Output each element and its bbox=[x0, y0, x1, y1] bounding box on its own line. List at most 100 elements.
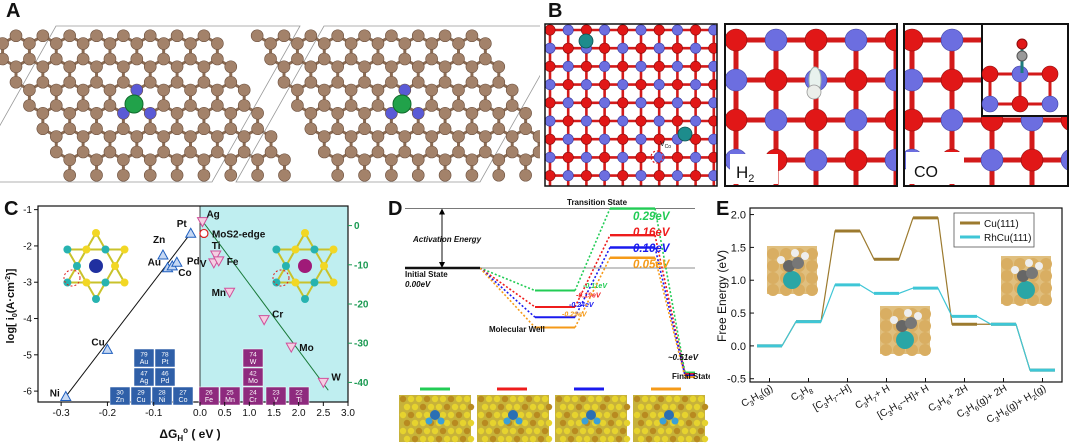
x-tick-label: 1.5 bbox=[267, 408, 281, 419]
svg-text:Cu: Cu bbox=[137, 397, 146, 404]
mos2-inset bbox=[63, 229, 129, 303]
y2-tick-label: 0 bbox=[354, 221, 360, 232]
panel-label-d: D bbox=[388, 198, 403, 220]
x-tick-label: 0.5 bbox=[218, 408, 232, 419]
x-tick-label: [C3H7--H] bbox=[811, 383, 854, 415]
crystal-structure-1 bbox=[477, 395, 553, 443]
vacancy-label: VCo bbox=[660, 141, 671, 150]
svg-text:Ti: Ti bbox=[296, 397, 302, 404]
svg-text:V: V bbox=[274, 397, 279, 404]
series-rhcu111 bbox=[757, 283, 1055, 372]
point-label-cr: Cr bbox=[272, 310, 283, 321]
x-tick-label: 3.0 bbox=[341, 408, 355, 419]
final-value-label: ~0.51eV bbox=[668, 353, 699, 362]
graphene-model-2 bbox=[235, 25, 540, 183]
y-tick-label: 2.0 bbox=[731, 210, 746, 222]
data-point-ti bbox=[209, 250, 222, 262]
svg-text:78: 78 bbox=[161, 352, 169, 359]
svg-text:Cr: Cr bbox=[249, 397, 257, 404]
panel-b-surface-structures: VCo H2 CO bbox=[544, 23, 1069, 187]
y-tick-label: 1.5 bbox=[731, 242, 746, 254]
ts-label-2: 0.10eV bbox=[633, 243, 671, 255]
point-label-co: Co bbox=[178, 268, 191, 279]
y-tick-label: -6 bbox=[23, 387, 32, 398]
svg-text:Pd: Pd bbox=[161, 378, 170, 385]
svg-text:74: 74 bbox=[249, 352, 257, 359]
ts-label-0: 0.29eV bbox=[633, 211, 671, 223]
point-label-mo: Mo bbox=[299, 343, 313, 354]
x-tick-label: 2.5 bbox=[316, 408, 330, 419]
h2-label-box bbox=[730, 154, 778, 184]
left-fit-line bbox=[65, 232, 192, 397]
x-tick-label: C3H8(g) bbox=[740, 383, 776, 412]
y-tick-label: -1 bbox=[23, 205, 32, 216]
energy-path-3 bbox=[479, 256, 695, 379]
y-axis-label: Free Energy (eV) bbox=[715, 250, 729, 342]
svg-text:Ni: Ni bbox=[159, 397, 166, 404]
initial-value-label: 0.00eV bbox=[405, 280, 431, 289]
final-state-label: Final State bbox=[672, 372, 710, 381]
data-point-fe bbox=[212, 256, 225, 267]
energy-path-0 bbox=[479, 207, 695, 374]
legend: Cu(111) RhCu(111) bbox=[953, 212, 1035, 248]
co-label: CO bbox=[914, 164, 938, 181]
legend-label: RhCu(111) bbox=[984, 233, 1031, 244]
x-tick-label: 2.0 bbox=[292, 408, 306, 419]
data-point-w bbox=[317, 377, 330, 389]
svg-text:Zn: Zn bbox=[116, 397, 124, 404]
ts-label-1: 0.16eV bbox=[633, 227, 671, 239]
panel-label-a: A bbox=[6, 0, 21, 22]
data-point-cu bbox=[101, 343, 114, 354]
connector-line bbox=[757, 284, 1055, 371]
data-point-ni bbox=[59, 390, 72, 402]
point-label-pd: Pd bbox=[187, 256, 200, 267]
legend-label: Cu(111) bbox=[984, 219, 1019, 230]
energy-path-2 bbox=[479, 246, 695, 377]
x-tick-label: C3H6+ 2H bbox=[927, 383, 971, 416]
svg-text:24: 24 bbox=[249, 390, 257, 397]
arrow-head-down bbox=[439, 262, 445, 268]
x-tick-label: -0.3 bbox=[53, 408, 71, 419]
right-fit-line bbox=[199, 217, 329, 391]
shaded-region bbox=[200, 206, 348, 402]
point-label-v: V bbox=[200, 259, 207, 270]
svg-text:28: 28 bbox=[158, 390, 166, 397]
data-point-ag bbox=[196, 217, 209, 228]
svg-text:42: 42 bbox=[249, 371, 257, 378]
point-label-w: W bbox=[331, 372, 341, 383]
point-label-fe: Fe bbox=[227, 257, 239, 268]
data-point-cr bbox=[258, 315, 270, 326]
y-tick-label: -3 bbox=[23, 278, 32, 289]
vacancy-marker bbox=[650, 150, 664, 164]
svg-text:W: W bbox=[250, 359, 257, 366]
energy-path-1 bbox=[479, 234, 695, 376]
point-label-ni: Ni bbox=[50, 389, 60, 400]
x-tick-label: 0.0 bbox=[193, 408, 207, 419]
point-label-cu: Cu bbox=[91, 337, 104, 348]
data-point-mn bbox=[223, 287, 236, 299]
transition-state-label: Transition State bbox=[567, 198, 628, 207]
molecular-well-label: Molecular Well bbox=[489, 325, 545, 334]
initial-state-label: Initial State bbox=[405, 270, 448, 279]
co-label-box bbox=[906, 152, 964, 184]
svg-text:46: 46 bbox=[161, 371, 169, 378]
crystal-structure-2 bbox=[555, 395, 631, 443]
svg-text:Mo: Mo bbox=[248, 378, 258, 385]
y-axis-label: log[ i0(A·cm-2)] bbox=[5, 268, 19, 343]
adsorbate-image bbox=[767, 246, 818, 296]
y2-tick-label: -10 bbox=[354, 260, 369, 271]
svg-text:79: 79 bbox=[140, 352, 148, 359]
svg-text:29: 29 bbox=[137, 390, 145, 397]
panel-c-volcano-plot: 79Au78Pt47Ag46Pd30Zn29Cu28Ni27Co74W42Mo2… bbox=[5, 205, 369, 443]
y-tick-label: -2 bbox=[23, 241, 32, 252]
point-label-mn: Mn bbox=[212, 288, 226, 299]
svg-text:Co: Co bbox=[179, 397, 188, 404]
svg-text:30: 30 bbox=[116, 390, 124, 397]
x-axis-label: ΔGHo ( eV ) bbox=[159, 426, 220, 443]
